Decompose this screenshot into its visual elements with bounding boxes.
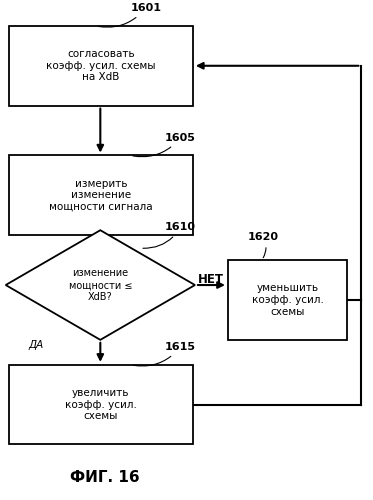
- FancyBboxPatch shape: [228, 260, 347, 340]
- Text: измерить
изменение
мощности сигнала: измерить изменение мощности сигнала: [49, 178, 153, 212]
- FancyBboxPatch shape: [9, 26, 193, 106]
- FancyBboxPatch shape: [9, 156, 193, 235]
- Text: уменьшить
коэфф. усил.
схемы: уменьшить коэфф. усил. схемы: [252, 284, 323, 316]
- Text: 1601: 1601: [98, 3, 161, 27]
- Text: изменение
мощности ≤
XdB?: изменение мощности ≤ XdB?: [69, 268, 132, 302]
- Text: ДА: ДА: [29, 340, 44, 350]
- Text: согласовать
коэфф. усил. схемы
на XdB: согласовать коэфф. усил. схемы на XdB: [46, 49, 156, 82]
- Text: 1620: 1620: [248, 232, 279, 258]
- Text: увеличить
коэфф. усил.
схемы: увеличить коэфф. усил. схемы: [65, 388, 137, 421]
- Text: НЕТ: НЕТ: [198, 272, 224, 285]
- Text: ФИГ. 16: ФИГ. 16: [70, 470, 140, 485]
- FancyBboxPatch shape: [9, 365, 193, 444]
- Text: 1605: 1605: [133, 132, 196, 156]
- Polygon shape: [6, 230, 195, 340]
- Text: 1610: 1610: [143, 222, 196, 248]
- Text: 1615: 1615: [133, 342, 196, 366]
